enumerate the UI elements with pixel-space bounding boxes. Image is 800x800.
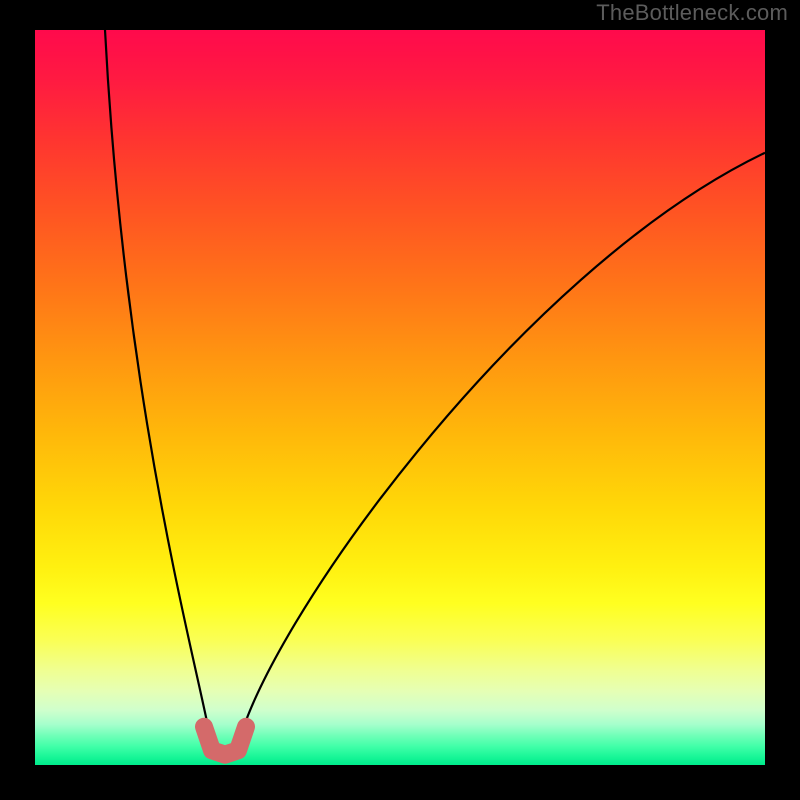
curve-layer [35,30,765,765]
watermark-text: TheBottleneck.com [596,0,788,26]
curve-right-branch [238,153,765,747]
trough-marker [204,727,246,755]
plot-area [35,30,765,765]
chart-frame: TheBottleneck.com [0,0,800,800]
curve-left-branch [105,30,212,747]
